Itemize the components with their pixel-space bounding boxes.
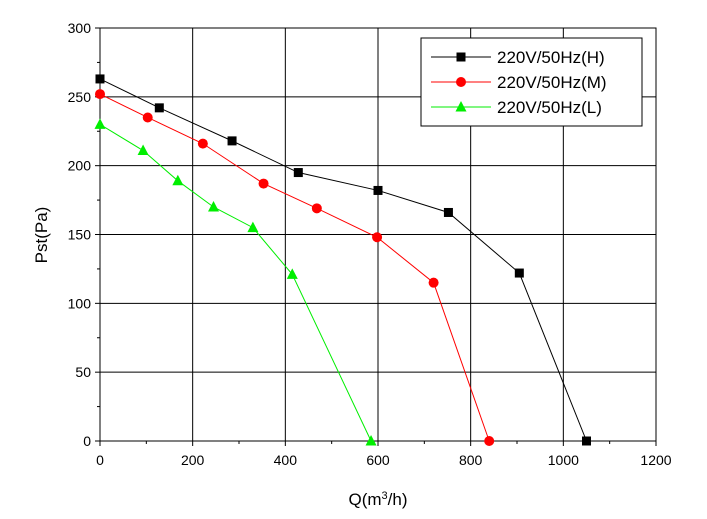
y-tick-label: 250 [68,89,92,105]
x-tick-label: 0 [96,452,104,468]
data-point [247,221,259,233]
data-point [172,174,184,186]
y-axis-title: Pst(Pa) [32,207,51,264]
data-point [484,436,495,446]
data-point [227,136,237,146]
series-1 [95,74,591,446]
data-point [154,103,164,113]
data-point [95,89,105,100]
data-point [372,232,383,243]
data-point [373,185,383,195]
data-point [142,112,153,123]
x-tick-label: 400 [274,452,298,468]
data-point [365,435,377,446]
legend-entry: 220V/50Hz(L) [431,98,602,117]
data-point [443,207,453,217]
x-tick-label: 1000 [548,452,579,468]
data-point [293,168,303,178]
legend-label: 220V/50Hz(L) [497,98,602,117]
data-point [95,74,105,84]
y-tick-label: 50 [75,364,91,380]
y-tick-label: 300 [68,20,92,36]
series-layer [94,74,591,446]
series-line [99,78,587,442]
data-point [258,178,269,189]
series-3 [94,118,377,446]
legend-marker [456,52,466,62]
legend-marker [456,77,466,87]
data-point [208,200,220,212]
data-point [311,203,322,214]
legend-entry: 220V/50Hz(H) [431,48,605,67]
series-2 [95,89,495,446]
legend: 220V/50Hz(H) 220V/50Hz(M) 220V/50Hz(L) [420,37,643,127]
legend-label: 220V/50Hz(M) [497,73,607,92]
data-point [197,138,208,149]
series-line [99,123,372,442]
series-line [99,93,490,442]
data-point [286,268,298,279]
legend-marker [455,101,467,112]
y-tick-label: 200 [68,158,92,174]
x-axis-title: Q(m3/h) [348,490,407,509]
y-tick-label: 150 [68,227,92,243]
x-tick-label: 600 [366,452,390,468]
data-point [514,268,524,278]
axis-ticks: 0 200 400 600 800 1000 1200 0 50 100 150 200 250 300 [68,20,672,468]
x-tick-label: 1200 [640,452,671,468]
x-tick-label: 200 [181,452,205,468]
legend-entry: 220V/50Hz(M) [431,73,607,92]
data-point [582,436,591,446]
x-tick-label: 800 [459,452,483,468]
data-point [94,118,106,129]
data-point [428,277,439,288]
data-point [137,144,149,156]
legend-label: 220V/50Hz(H) [497,48,605,67]
y-tick-label: 0 [83,433,91,449]
y-tick-label: 100 [68,295,92,311]
